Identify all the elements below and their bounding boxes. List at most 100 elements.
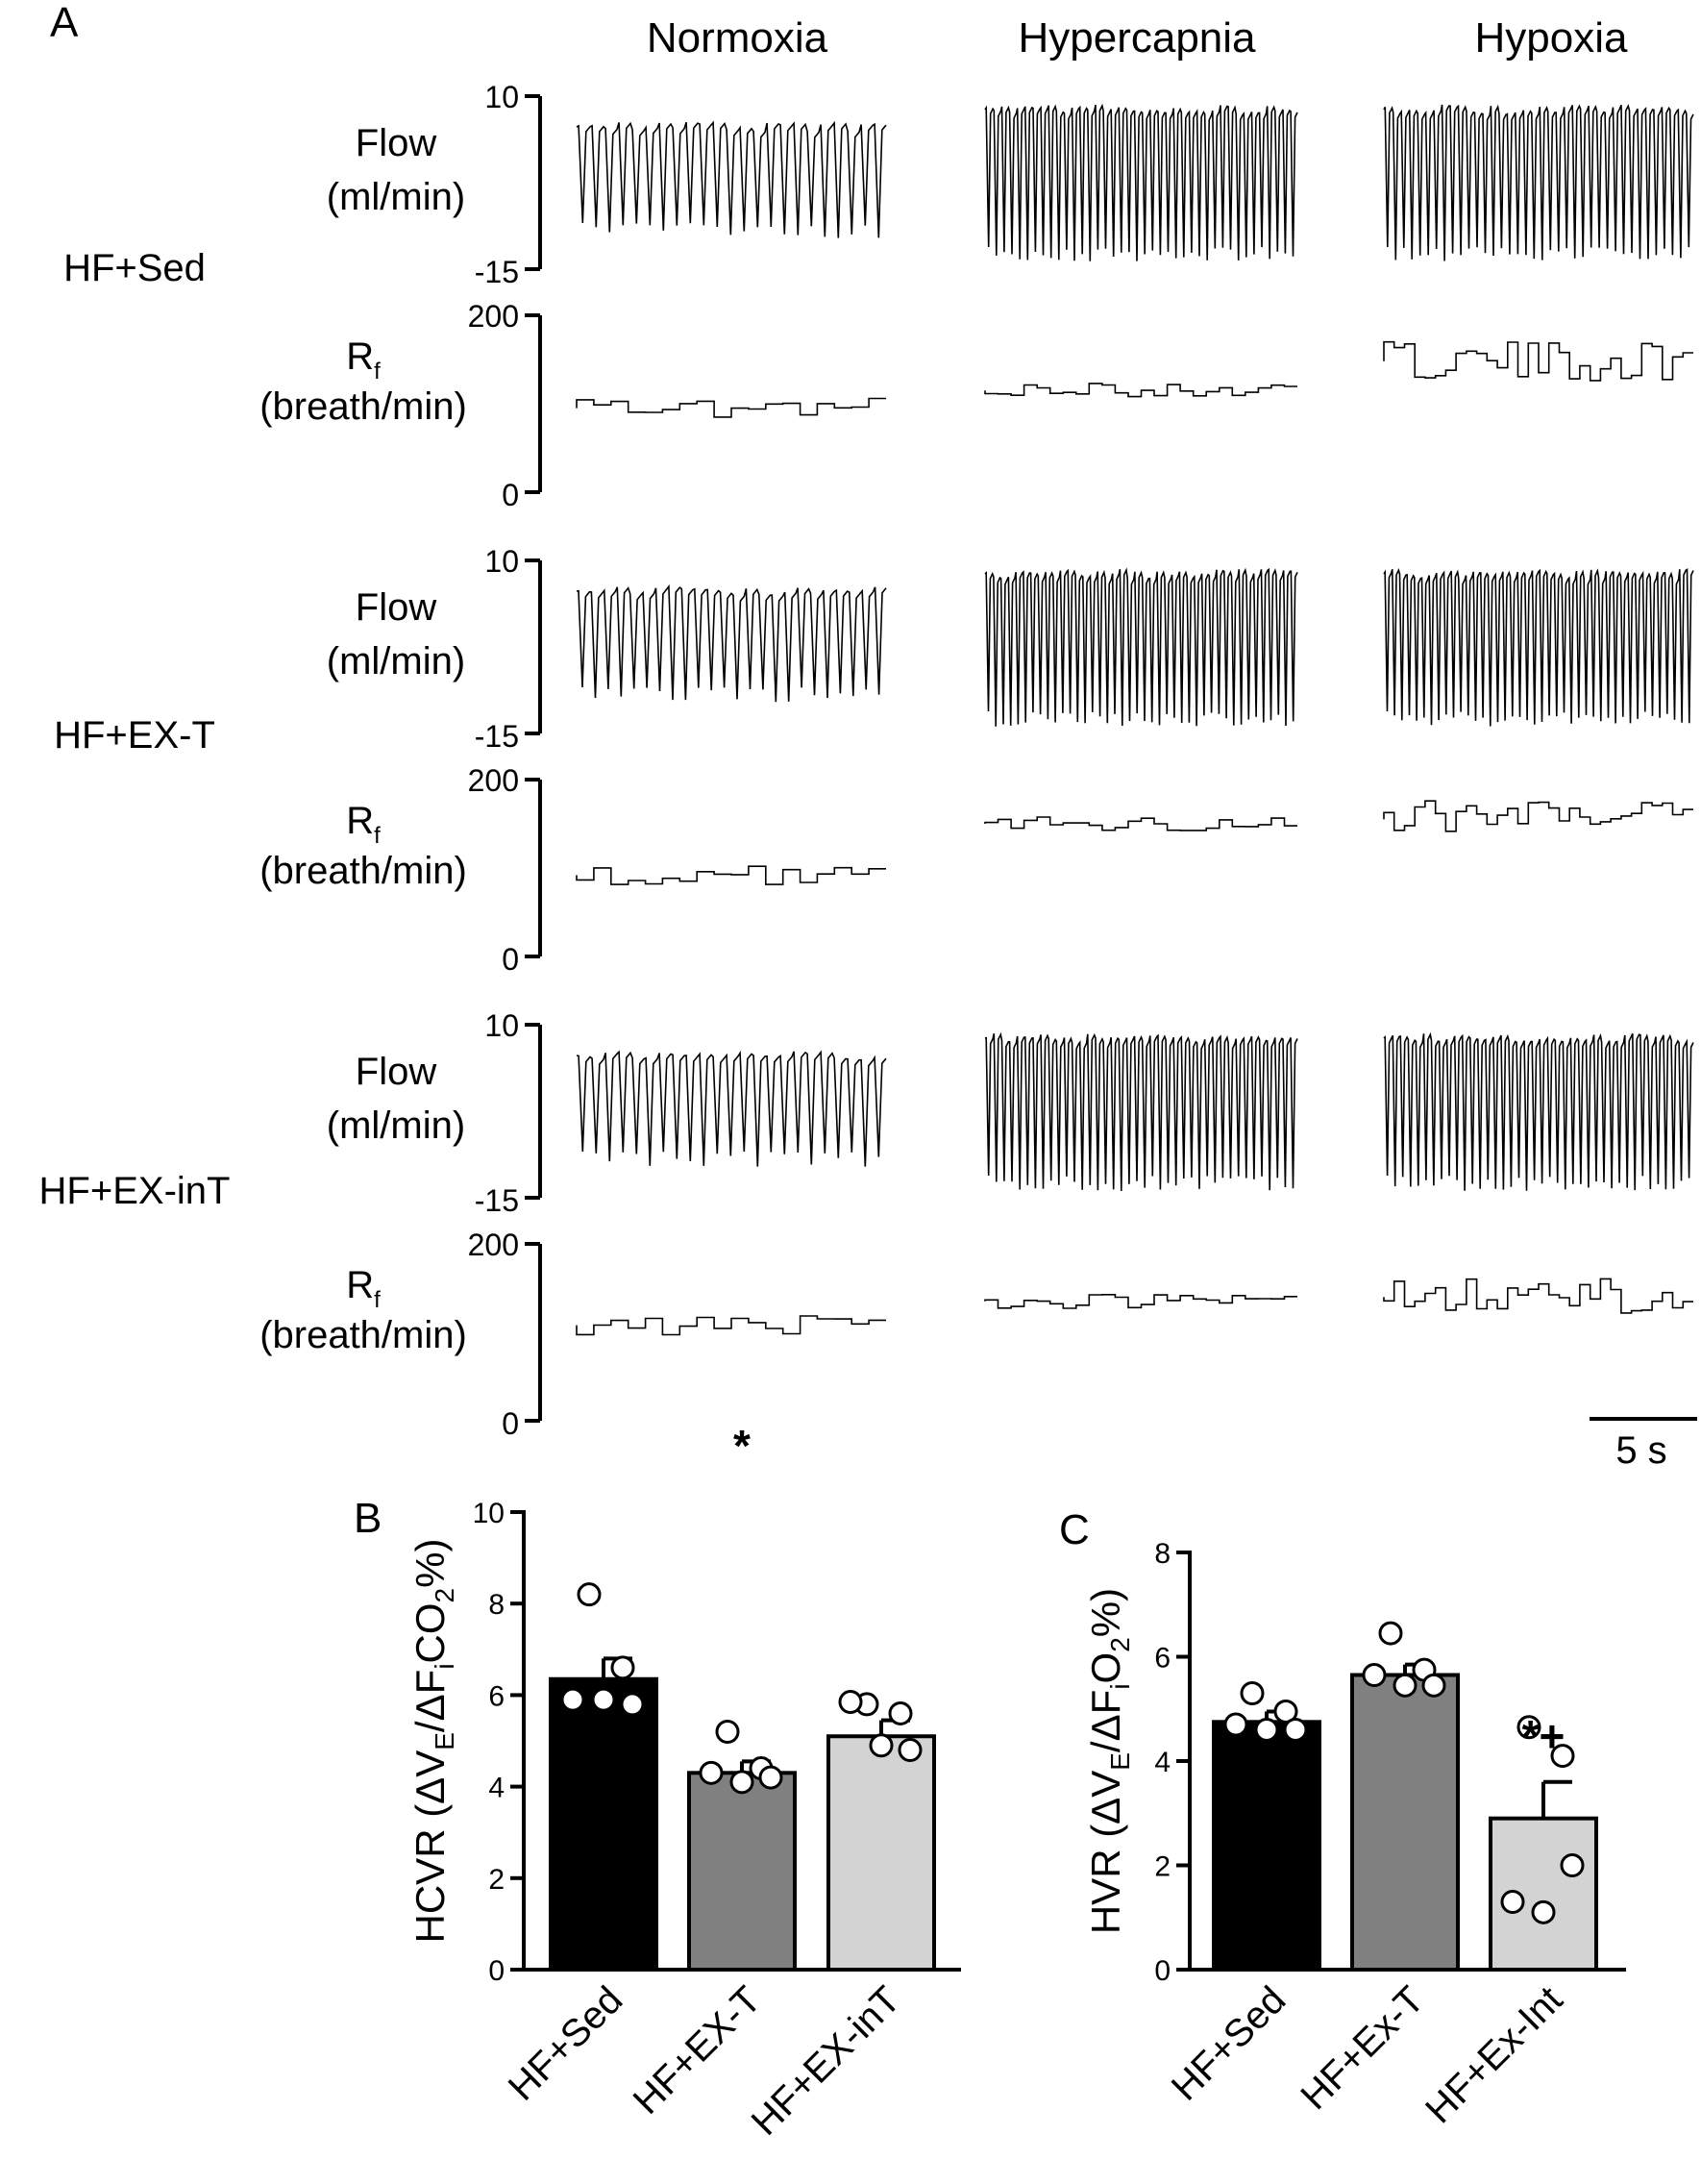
data-point xyxy=(1254,1717,1279,1742)
bar xyxy=(1212,1720,1321,1972)
y-tick-label: 4 xyxy=(488,1773,505,1804)
flow-trace xyxy=(576,583,887,703)
rf-trace xyxy=(1383,1278,1693,1314)
category-label: HF+EX-T xyxy=(626,1978,770,2122)
y-axis-title: HCVR (ΔVE/ΔFiCO2%) xyxy=(407,1539,459,1944)
flow-label: Flow xyxy=(356,1051,437,1093)
flow-label: Flow xyxy=(356,122,437,164)
data-point xyxy=(729,1770,754,1795)
data-point xyxy=(699,1760,724,1785)
row-label: HF+EX-T xyxy=(54,714,215,757)
rf-trace xyxy=(1383,800,1693,832)
data-point xyxy=(1421,1673,1446,1698)
rf-units-label: (breath/min) xyxy=(259,385,467,428)
bar xyxy=(826,1734,936,1972)
y-tick-label: 8 xyxy=(488,1589,505,1621)
time-scale-bar: 5 s xyxy=(1590,1417,1697,1472)
category-label: HF+Ex-T xyxy=(1293,1978,1432,2118)
data-point xyxy=(1550,1744,1575,1769)
category-label: HF+Ex-Int xyxy=(1418,1978,1570,2131)
column-title-hypercapnia: Hypercapnia xyxy=(1018,14,1256,62)
y-tick-label: 10 xyxy=(473,1498,505,1529)
flow-label: Flow xyxy=(356,586,437,629)
rf-tick-top: 200 xyxy=(468,763,519,798)
flow-tick-bottom: -15 xyxy=(475,719,519,754)
data-point xyxy=(560,1687,585,1712)
trace-grid: HF+Sed10-15Flow(ml/min)2000Rf(breath/min… xyxy=(39,80,1694,1441)
rf-trace xyxy=(984,383,1297,398)
flow-units-label: (ml/min) xyxy=(327,640,465,682)
flow-tick-bottom: -15 xyxy=(475,1183,519,1218)
flow-trace xyxy=(1383,567,1694,727)
panel-c-letter: C xyxy=(1059,1506,1090,1553)
column-title-normoxia: Normoxia xyxy=(647,14,828,62)
data-point xyxy=(591,1687,616,1712)
data-point xyxy=(838,1690,863,1715)
y-tick-label: 2 xyxy=(1154,1851,1171,1883)
trace-row: HF+EX-inT10-15Flow(ml/min)2000Rf(breath/… xyxy=(39,1008,1694,1441)
rf-trace xyxy=(576,397,886,418)
data-point xyxy=(1273,1699,1298,1724)
panel-a-letter: A xyxy=(50,0,79,46)
flow-axis: 10 -15 xyxy=(475,1008,542,1218)
flow-trace xyxy=(984,103,1298,261)
significance-mark: *+ xyxy=(1522,1711,1565,1761)
rf-tick-bottom: 0 xyxy=(502,942,519,977)
rf-tick-bottom: 0 xyxy=(502,1406,519,1441)
panel-b-hcvr-chart: B 0 2 4 6 8 10 HCVR (ΔVE/ΔFiCO2%) HF+Sed * HF+EX-… xyxy=(354,1421,961,2144)
flow-units-label: (ml/min) xyxy=(327,1104,465,1147)
rf-trace xyxy=(576,865,886,885)
y-tick-label: 6 xyxy=(1154,1643,1171,1675)
data-point xyxy=(1531,1899,1556,1924)
flow-tick-top: 10 xyxy=(484,80,519,114)
rf-label: Rf xyxy=(346,1264,381,1313)
data-point xyxy=(758,1765,783,1790)
y-tick-label: 4 xyxy=(1154,1747,1171,1778)
rf-label: Rf xyxy=(346,335,381,385)
y-axis-title: HVR (ΔVE/ΔFiO2%) xyxy=(1083,1588,1135,1934)
rf-tick-top: 200 xyxy=(468,1228,519,1262)
significance-mark: * xyxy=(733,1421,751,1471)
y-tick-label: 8 xyxy=(1154,1538,1171,1570)
data-point xyxy=(715,1719,740,1744)
trace-row: HF+Sed 10 -15 Flow (ml/min) 200 0 Rf(breath/min… xyxy=(63,80,1694,512)
rf-label: Rf xyxy=(346,800,381,849)
data-point xyxy=(898,1738,923,1763)
rf-tick-top: 200 xyxy=(468,299,519,334)
category-label: HF+Sed xyxy=(1164,1978,1294,2109)
rf-units-label: (breath/min) xyxy=(259,850,467,892)
flow-trace xyxy=(984,1031,1298,1192)
data-point xyxy=(888,1700,913,1725)
rf-trace xyxy=(984,1294,1297,1309)
bar xyxy=(1350,1673,1460,1973)
flow-axis: 10 -15 xyxy=(475,544,542,754)
data-point xyxy=(620,1692,645,1717)
category-label: HF+EX-inT xyxy=(744,1978,909,2144)
trace-row: HF+EX-T10-15Flow(ml/min)2000Rf(breath/mi… xyxy=(54,544,1694,977)
data-point xyxy=(1516,1715,1541,1740)
y-tick-label: 0 xyxy=(488,1955,505,1987)
data-point xyxy=(1500,1889,1525,1914)
flow-tick-bottom: -15 xyxy=(475,255,519,289)
rf-units-label: (breath/min) xyxy=(259,1314,467,1356)
scale-bar-label: 5 s xyxy=(1615,1429,1666,1472)
data-point xyxy=(1240,1680,1265,1705)
data-point xyxy=(1560,1853,1585,1877)
rf-tick-bottom: 0 xyxy=(502,478,519,512)
data-point xyxy=(610,1655,635,1680)
data-point xyxy=(1393,1673,1418,1698)
flow-axis: 10 -15 xyxy=(475,80,542,289)
flow-trace xyxy=(576,1050,887,1167)
y-tick-label: 2 xyxy=(488,1864,505,1896)
flow-units-label: (ml/min) xyxy=(327,176,465,218)
rf-trace xyxy=(984,816,1297,831)
row-label: HF+Sed xyxy=(63,247,206,289)
flow-trace xyxy=(1383,104,1694,261)
bar xyxy=(549,1676,658,1972)
column-title-hypoxia: Hypoxia xyxy=(1475,14,1628,62)
data-point xyxy=(1362,1662,1387,1687)
data-point xyxy=(869,1733,894,1758)
flow-tick-top: 10 xyxy=(484,1008,519,1043)
